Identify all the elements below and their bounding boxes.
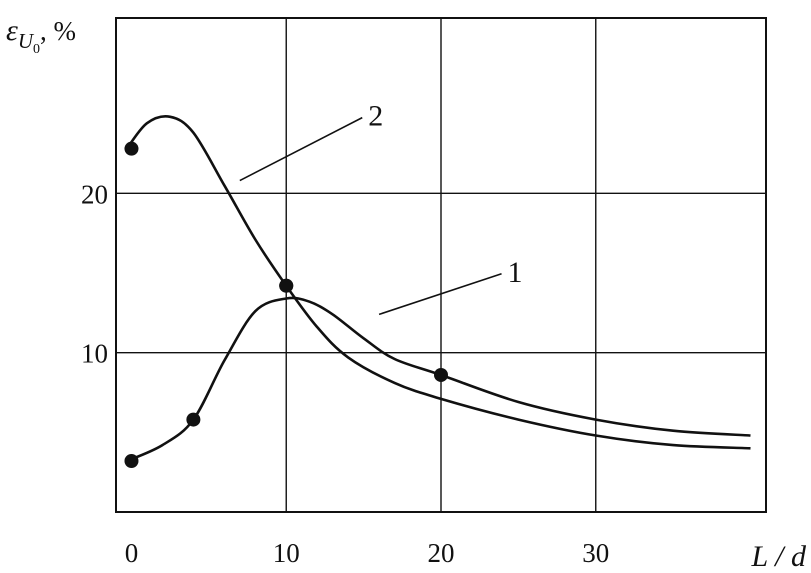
y-tick-label-10: 10 (81, 339, 108, 369)
x-tick-label-30: 30 (582, 538, 609, 568)
labels: 1 2 εU0, % L / d (6, 14, 807, 573)
y-axis-label: εU0, % (6, 14, 76, 57)
series-1-label: 1 (508, 256, 523, 289)
x-axis-label: L / d (751, 540, 807, 573)
series-1-point-1 (186, 412, 201, 427)
x-tick-label-20: 20 (428, 538, 455, 568)
series-1-leader (378, 273, 502, 316)
curves (125, 115, 751, 463)
x-tick-label-10: 10 (273, 538, 300, 568)
series-1-line (126, 296, 751, 463)
series-2-line (125, 115, 751, 450)
series-1-point-3 (434, 367, 448, 382)
grid (115, 17, 767, 513)
y-tick-label-20: 20 (81, 179, 108, 209)
series-2-label: 2 (368, 100, 383, 133)
tick-labels: 0 10 20 30 10 20 (81, 179, 609, 568)
series-1-point-0 (124, 454, 139, 469)
x-tick-label-0: 0 (125, 538, 139, 568)
series-label-leaders (239, 116, 502, 316)
series-2-leader (239, 116, 363, 182)
markers (124, 141, 448, 469)
series-2-point-1 (279, 278, 294, 293)
series-2-point-0 (124, 141, 139, 156)
